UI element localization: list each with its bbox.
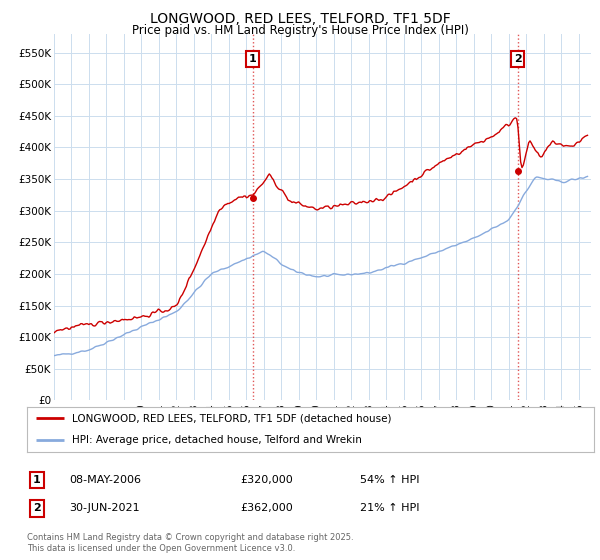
Text: 2: 2 (33, 503, 41, 514)
Text: £362,000: £362,000 (240, 503, 293, 514)
Text: 2: 2 (514, 54, 521, 64)
Text: 21% ↑ HPI: 21% ↑ HPI (360, 503, 419, 514)
Text: Price paid vs. HM Land Registry's House Price Index (HPI): Price paid vs. HM Land Registry's House … (131, 24, 469, 37)
Text: 1: 1 (33, 475, 41, 485)
Text: HPI: Average price, detached house, Telford and Wrekin: HPI: Average price, detached house, Telf… (73, 435, 362, 445)
Text: 30-JUN-2021: 30-JUN-2021 (69, 503, 140, 514)
Text: 54% ↑ HPI: 54% ↑ HPI (360, 475, 419, 485)
Text: LONGWOOD, RED LEES, TELFORD, TF1 5DF (detached house): LONGWOOD, RED LEES, TELFORD, TF1 5DF (de… (73, 413, 392, 423)
Text: LONGWOOD, RED LEES, TELFORD, TF1 5DF: LONGWOOD, RED LEES, TELFORD, TF1 5DF (149, 12, 451, 26)
Text: 08-MAY-2006: 08-MAY-2006 (69, 475, 141, 485)
Text: Contains HM Land Registry data © Crown copyright and database right 2025.
This d: Contains HM Land Registry data © Crown c… (27, 533, 353, 553)
Text: £320,000: £320,000 (240, 475, 293, 485)
Text: 1: 1 (248, 54, 256, 64)
